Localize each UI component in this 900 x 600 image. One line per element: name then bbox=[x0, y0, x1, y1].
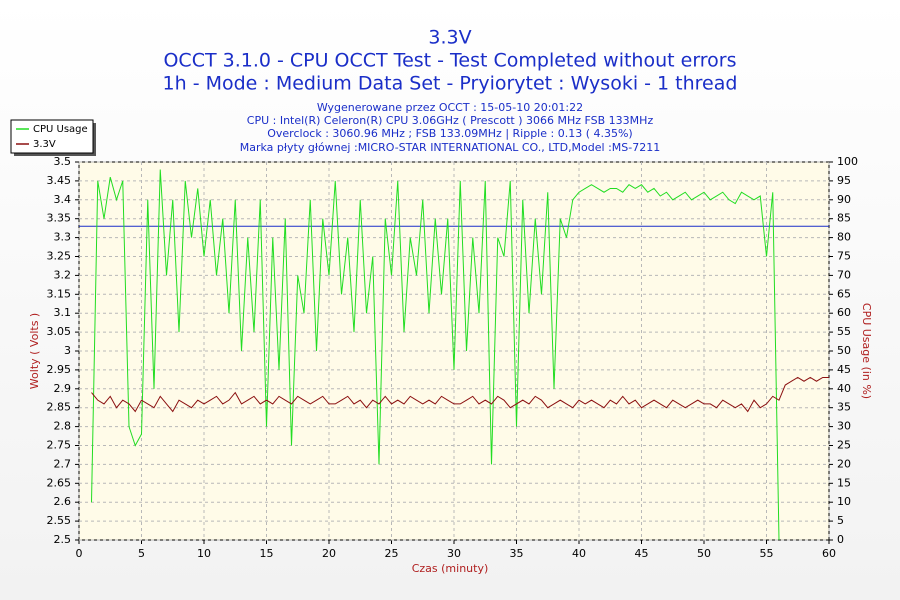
y-tick-label: 3.15 bbox=[47, 287, 72, 300]
y-tick-label: 3.5 bbox=[54, 155, 72, 168]
y2-tick-label: 20 bbox=[837, 457, 851, 470]
y-tick-label: 2.55 bbox=[47, 514, 72, 527]
y-tick-label: 3.2 bbox=[54, 268, 72, 281]
y2-tick-label: 50 bbox=[837, 344, 851, 357]
x-tick-label: 35 bbox=[510, 547, 524, 560]
y2-tick-label: 5 bbox=[837, 514, 844, 527]
info-line: Overclock : 3060.96 MHz ; FSB 133.09MHz … bbox=[267, 127, 632, 140]
y-tick-label: 3.3 bbox=[54, 231, 72, 244]
y2-tick-label: 45 bbox=[837, 363, 851, 376]
y-tick-label: 3.35 bbox=[47, 212, 72, 225]
y-axis-label: Wolty ( Volts ) bbox=[28, 313, 41, 389]
y-tick-label: 3 bbox=[64, 344, 71, 357]
y-tick-label: 2.85 bbox=[47, 401, 72, 414]
y2-tick-label: 75 bbox=[837, 250, 851, 263]
chart-title: 3.3V bbox=[428, 27, 471, 49]
y2-tick-label: 40 bbox=[837, 382, 851, 395]
legend-label: 3.3V bbox=[33, 139, 56, 150]
y2-tick-label: 65 bbox=[837, 287, 851, 300]
y2-tick-label: 80 bbox=[837, 231, 851, 244]
y2-tick-label: 10 bbox=[837, 495, 851, 508]
y2-tick-label: 35 bbox=[837, 401, 851, 414]
x-tick-label: 20 bbox=[322, 547, 336, 560]
y-tick-label: 2.65 bbox=[47, 476, 72, 489]
x-tick-label: 10 bbox=[197, 547, 211, 560]
y2-axis-label: CPU Usage (in %) bbox=[860, 303, 873, 399]
y-tick-label: 2.5 bbox=[54, 533, 72, 546]
y2-tick-label: 100 bbox=[837, 155, 858, 168]
y2-tick-label: 0 bbox=[837, 533, 844, 546]
x-tick-label: 30 bbox=[447, 547, 461, 560]
y-tick-label: 2.6 bbox=[54, 495, 72, 508]
y-tick-label: 3.4 bbox=[54, 193, 72, 206]
series-line bbox=[91, 169, 780, 541]
info-line: Wygenerowane przez OCCT : 15-05-10 20:01… bbox=[317, 101, 583, 114]
x-tick-label: 40 bbox=[572, 547, 586, 560]
x-tick-label: 15 bbox=[260, 547, 274, 560]
y-tick-label: 2.7 bbox=[54, 457, 72, 470]
y-tick-label: 3.1 bbox=[54, 306, 72, 319]
y2-tick-label: 55 bbox=[837, 325, 851, 338]
y-tick-label: 2.75 bbox=[47, 439, 72, 452]
info-line: Marka płyty głównej :MICRO-STAR INTERNAT… bbox=[240, 141, 660, 154]
y-tick-label: 3.25 bbox=[47, 250, 72, 263]
y2-tick-label: 95 bbox=[837, 174, 851, 187]
y-tick-label: 3.45 bbox=[47, 174, 72, 187]
x-tick-label: 60 bbox=[822, 547, 836, 560]
x-axis-label: Czas (minuty) bbox=[412, 562, 489, 575]
subtitle: 1h - Mode : Medium Data Set - Pryiorytet… bbox=[163, 73, 738, 95]
y2-tick-label: 25 bbox=[837, 439, 851, 452]
x-tick-label: 5 bbox=[138, 547, 145, 560]
y2-tick-label: 90 bbox=[837, 193, 851, 206]
info-line: CPU : Intel(R) Celeron(R) CPU 3.06GHz ( … bbox=[247, 114, 654, 127]
y-tick-label: 3.05 bbox=[47, 325, 72, 338]
x-tick-label: 0 bbox=[76, 547, 83, 560]
x-tick-label: 55 bbox=[760, 547, 774, 560]
legend-label: CPU Usage bbox=[33, 124, 88, 135]
x-tick-label: 50 bbox=[697, 547, 711, 560]
legend-box bbox=[10, 119, 94, 154]
y-tick-label: 2.9 bbox=[54, 382, 72, 395]
y-tick-label: 2.95 bbox=[47, 363, 72, 376]
y2-tick-label: 60 bbox=[837, 306, 851, 319]
subtitle: OCCT 3.1.0 - CPU OCCT Test - Test Comple… bbox=[163, 50, 736, 72]
x-tick-label: 45 bbox=[635, 547, 649, 560]
y2-tick-label: 30 bbox=[837, 420, 851, 433]
x-tick-label: 25 bbox=[385, 547, 399, 560]
y2-tick-label: 70 bbox=[837, 268, 851, 281]
y-tick-label: 2.8 bbox=[54, 420, 72, 433]
y2-tick-label: 85 bbox=[837, 212, 851, 225]
y2-tick-label: 15 bbox=[837, 476, 851, 489]
series-line bbox=[91, 376, 829, 413]
